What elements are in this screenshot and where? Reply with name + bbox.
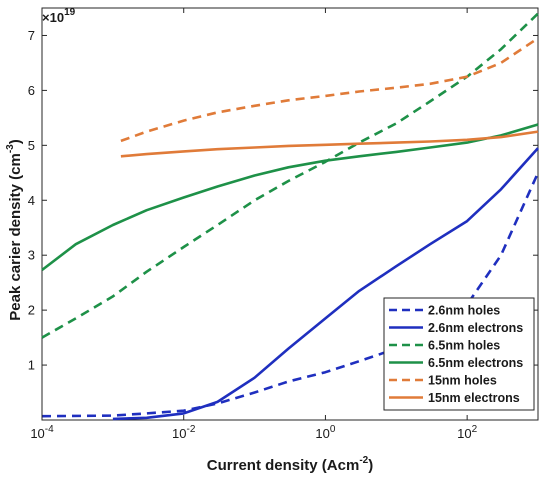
series-line-2 [41, 12, 539, 339]
x-tick-label-3: 102 [457, 424, 477, 441]
x-axis-title: Current density (Acm-2) [207, 455, 373, 474]
y-tick-label-6: 7 [28, 28, 35, 43]
x-axis-title-text: Current density (Acm [207, 457, 360, 474]
y-tick-label-0: 1 [28, 358, 35, 373]
y-tick-label-2: 3 [28, 248, 35, 263]
legend-label-2: 6.5nm holes [428, 339, 500, 353]
y-axis-title-text: Peak carier density (cm [7, 153, 24, 321]
legend-label-5: 15nm electrons [428, 391, 520, 405]
legend-label-1: 2.6nm electrons [428, 321, 523, 335]
y-axis-multiplier-exponent: 19 [64, 7, 76, 18]
series-line-5 [120, 130, 539, 158]
y-axis-title-superscript: -3 [5, 144, 16, 153]
y-tick-label-3: 4 [28, 193, 35, 208]
y-axis-title: Peak carier density (cm-3) [5, 139, 24, 321]
legend-box [383, 297, 535, 411]
x-axis-title-superscript: -2 [359, 455, 368, 466]
y-tick-label-4: 5 [28, 138, 35, 153]
x-tick-label-1: 10-2 [172, 424, 196, 441]
series-line-4 [120, 37, 539, 143]
y-tick-label-5: 6 [28, 83, 35, 98]
y-axis-multiplier-base: ×10 [42, 10, 64, 25]
y-axis-multiplier: ×1019 [42, 7, 76, 25]
x-axis-title-close: ) [368, 457, 373, 474]
y-tick-label-1: 2 [28, 303, 35, 318]
x-tick-label-2: 100 [315, 424, 335, 441]
series-line-3 [41, 123, 539, 272]
x-tick-label-0: 10-4 [30, 424, 54, 441]
legend: 2.6nm holes 2.6nm electrons 6.5nm holes 6.5… [383, 297, 535, 411]
legend-label-4: 15nm holes [428, 374, 497, 388]
tick-layer: 1 2 3 4 5 6 7 10-4 10-2 100 102 [28, 8, 538, 441]
series-line-1 [112, 147, 539, 421]
legend-label-3: 6.5nm electrons [428, 356, 523, 370]
legend-label-0: 2.6nm holes [428, 304, 500, 318]
y-axis-title-close: ) [7, 139, 24, 144]
